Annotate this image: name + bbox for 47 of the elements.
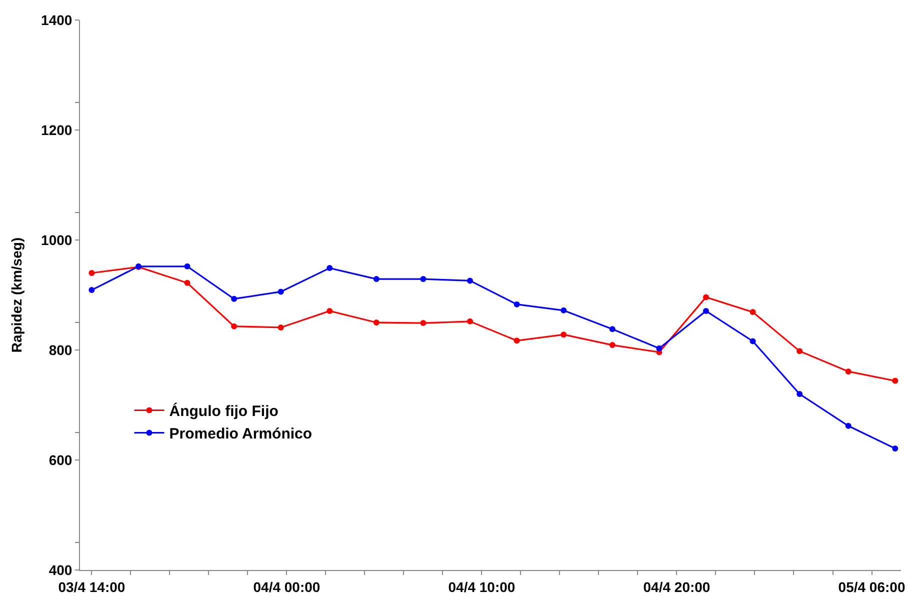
x-tick-label: 05/4 06:00: [838, 578, 906, 595]
point: [278, 324, 284, 330]
point: [373, 320, 380, 326]
point: [560, 332, 567, 338]
point: [845, 368, 852, 374]
point: [326, 265, 333, 272]
point: [845, 422, 852, 429]
point: [796, 348, 803, 354]
point: [702, 308, 709, 314]
point: [514, 301, 520, 308]
x-tick-label: 04/4 20:00: [643, 578, 710, 595]
x-tick-label: 04/4 00:00: [253, 578, 320, 595]
point: [184, 280, 190, 286]
point: [560, 307, 567, 314]
point: [231, 323, 238, 330]
point: [467, 318, 474, 324]
point: [750, 309, 756, 316]
y-tick-label: 400: [48, 562, 72, 578]
point: [702, 294, 709, 300]
x-tick-label: 03/4 14:00: [58, 578, 126, 595]
point: [467, 278, 474, 284]
point: [514, 338, 520, 344]
point: [796, 391, 803, 397]
point: [88, 270, 95, 276]
point: [231, 296, 238, 302]
point: [609, 342, 616, 348]
point: [420, 276, 426, 282]
point: [420, 320, 426, 326]
point: [750, 338, 756, 344]
point: [892, 445, 898, 452]
y-tick-label: 800: [48, 342, 72, 358]
y-tick-label: 1000: [41, 232, 72, 248]
point: [656, 345, 662, 352]
y-tick-label: 1400: [41, 12, 72, 28]
point: [373, 276, 380, 282]
point: [88, 287, 95, 294]
legend-label: Ángulo fijo Fijo: [169, 402, 278, 420]
y-axis-title: Rapidez (km/seg): [8, 237, 25, 353]
point: [326, 308, 333, 314]
y-tick-label: 600: [48, 452, 72, 468]
point: [892, 378, 898, 384]
x-tick-label: 04/4 10:00: [448, 578, 516, 595]
point: [184, 263, 190, 270]
y-tick-label: 1200: [41, 122, 72, 138]
point: [278, 288, 284, 295]
point: [609, 326, 616, 332]
legend-label: Promedio Armónico: [169, 426, 312, 443]
